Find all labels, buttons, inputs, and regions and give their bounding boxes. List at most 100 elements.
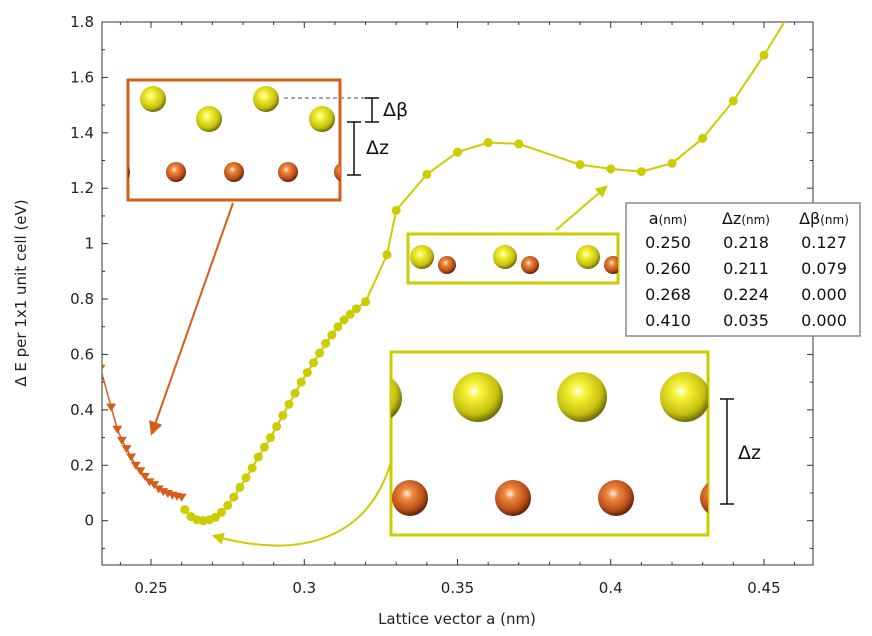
table-cell: 0.079 (801, 259, 847, 278)
delta-beta-label: Δβ (383, 99, 408, 121)
delta-z-lower-label: Δz (738, 442, 761, 464)
y-tick-label: 0 (84, 512, 94, 530)
yellow-data-point (266, 433, 276, 443)
bottom-atom (495, 480, 531, 516)
orange-arrow (149, 202, 234, 436)
yellow-data-point (728, 96, 738, 106)
minimum-structure-arrow (211, 457, 393, 547)
yellow-data-point (321, 338, 331, 348)
delta-z-lower-bracket (720, 398, 734, 505)
orange-data-point (135, 467, 146, 476)
y-tick-label: 0.6 (70, 345, 94, 363)
orange-data-point (106, 403, 117, 412)
table-cell: 0.000 (801, 285, 847, 304)
yellow-data-point (636, 167, 646, 177)
yellow-data-point (217, 507, 227, 517)
x-axis-label: Lattice vector a (nm) (378, 610, 536, 628)
yellow-data-point (606, 164, 616, 174)
y-axis-ticks: 0 0.2 0.4 0.6 0.8 1 1.2 1.4 1.6 1.8 (70, 13, 813, 549)
yellow-data-point (284, 399, 294, 409)
table-cell: 0.127 (801, 233, 847, 252)
yellow-data-point (790, 1, 799, 10)
yellow-data-point (278, 410, 288, 420)
delta-z-upper-label: Δz (366, 137, 389, 159)
y-tick-label: 1.8 (70, 13, 94, 31)
table-cell: 0.211 (723, 259, 769, 278)
orange-data-point (102, 364, 106, 371)
table-cell: 0.224 (723, 285, 769, 304)
top-atom (140, 86, 166, 112)
yellow-data-point (333, 322, 343, 332)
bottom-atom (166, 162, 186, 182)
yellow-data-point (241, 473, 251, 483)
yellow-data-point (223, 500, 233, 510)
yellow-data-point (229, 492, 239, 502)
orange-data-point (149, 481, 160, 490)
top-atom (557, 372, 607, 422)
x-tick-label: 0.4 (599, 579, 623, 597)
orange-data-point (126, 453, 137, 462)
y-tick-label: 0.4 (70, 401, 94, 419)
delta-z-upper-bracket (347, 121, 361, 176)
yellow-data-point (391, 205, 401, 215)
table-cell: 0.218 (723, 233, 769, 252)
orange-data-point (121, 445, 132, 454)
yellow-data-point (272, 421, 282, 431)
bottom-atom (128, 166, 130, 178)
orange-series-points (102, 364, 187, 502)
yellow-data-point (759, 50, 769, 60)
x-tick-label: 0.45 (747, 579, 780, 597)
top-atom (253, 86, 279, 112)
bottom-atom (438, 256, 456, 274)
orange-data-point (130, 461, 141, 470)
yellow-data-point (361, 297, 371, 307)
minimum-structure-inset (389, 350, 710, 537)
yellow-data-point (253, 452, 263, 462)
top-atom (309, 106, 335, 132)
table-header: a(nm) (649, 209, 687, 228)
yellow-data-point (180, 505, 190, 515)
orange-data-point (139, 472, 150, 481)
x-axis-ticks: 0.25 0.3 0.35 0.4 0.45 (119, 22, 796, 597)
bottom-atom (521, 256, 539, 274)
top-atom (493, 245, 517, 269)
orange-data-point (144, 478, 155, 487)
table-cell: 0.000 (801, 311, 847, 330)
y-tick-label: 1.6 (70, 68, 94, 86)
yellow-data-point (315, 348, 325, 358)
yellow-data-point (302, 367, 312, 377)
yellow-data-point (483, 138, 493, 148)
yellow-data-point (698, 133, 708, 143)
top-atom (196, 106, 222, 132)
orange-data-point (112, 425, 123, 434)
yellow-data-point (235, 482, 245, 492)
y-tick-label: 0.8 (70, 290, 94, 308)
orange-data-point (176, 493, 187, 502)
x-tick-label: 0.3 (292, 579, 316, 597)
parameter-table: a(nm) Δz(nm) Δβ(nm) 0.250 0.218 0.127 0.260 0.2… (625, 202, 861, 337)
table-header: Δz(nm) (722, 209, 770, 228)
table-cell: 0.035 (723, 311, 769, 330)
orange-data-point (153, 485, 164, 494)
bottom-atom (700, 483, 708, 513)
top-atom (410, 245, 434, 269)
top-atom (391, 377, 402, 419)
yellow-data-point (339, 315, 349, 325)
bottom-atom (598, 480, 634, 516)
y-tick-label: 0.2 (70, 456, 94, 474)
table-cell: 0.268 (645, 285, 691, 304)
flat-structure-arrow (555, 185, 608, 231)
yellow-data-point (453, 147, 462, 157)
yellow-data-point (575, 160, 585, 170)
yellow-data-point (210, 512, 220, 522)
table-cell: 0.250 (645, 233, 691, 252)
y-axis-label: Δ E per 1x1 unit cell (eV) (12, 199, 30, 386)
y-tick-label: 1.2 (70, 179, 94, 197)
yellow-data-point (345, 309, 355, 319)
bottom-atom (278, 162, 298, 182)
table-cell: 0.410 (645, 311, 691, 330)
orange-series-line (102, 371, 182, 498)
yellow-data-point (667, 158, 677, 168)
bottom-atom (224, 162, 244, 182)
